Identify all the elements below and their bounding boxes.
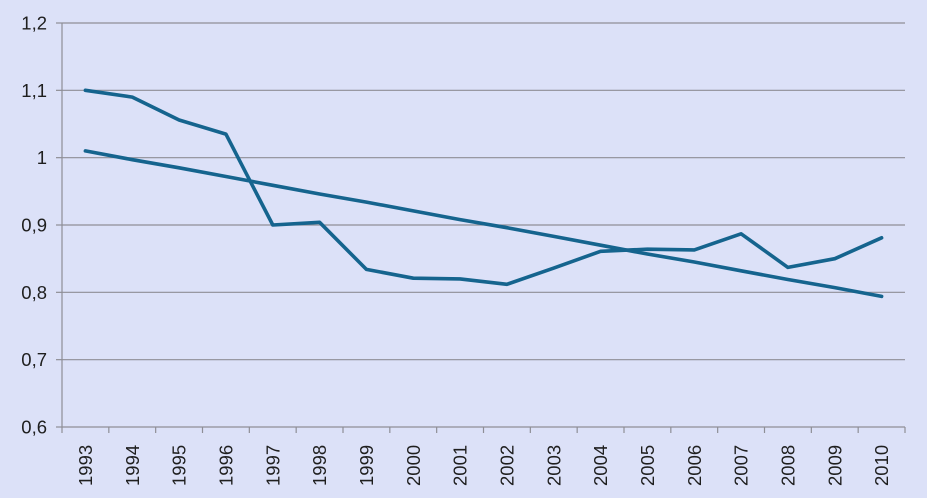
y-tick-label: 0,9 — [21, 215, 47, 236]
series-line-observed-ratio — [83, 88, 884, 287]
gridlines — [62, 22, 905, 361]
y-tick-label: 1,2 — [21, 13, 47, 34]
x-tick-label: 1998 — [309, 445, 330, 486]
x-tick-label: 1999 — [356, 445, 377, 486]
y-tick-label: 0,7 — [21, 349, 47, 370]
tick-marks — [56, 22, 906, 433]
y-axis-labels: 1,2 1,1 1 0,9 0,8 0,7 0,6 — [21, 13, 47, 438]
x-tick-label: 1996 — [215, 445, 236, 486]
y-tick-label: 1 — [37, 147, 47, 168]
x-tick-label: 2002 — [496, 445, 517, 486]
y-tick-label: 1,1 — [21, 80, 47, 101]
x-tick-label: 2009 — [824, 445, 845, 486]
y-tick-label: 0,6 — [21, 417, 47, 438]
x-tick-label: 2010 — [871, 445, 892, 486]
y-tick-label: 0,8 — [21, 282, 47, 303]
series-lines — [83, 88, 884, 299]
x-tick-label: 1994 — [122, 445, 143, 486]
x-tick-label: 2008 — [777, 445, 798, 486]
x-tick-label: 2003 — [543, 445, 564, 486]
x-tick-label: 1995 — [169, 445, 190, 486]
x-tick-label: 2001 — [450, 445, 471, 486]
series-line-linear-trend — [83, 149, 884, 299]
x-tick-label: 1997 — [262, 445, 283, 486]
x-axis-labels: 1993 1994 1995 1996 1997 1998 1999 2000 2001 2002… — [75, 445, 892, 486]
x-tick-label: 2000 — [403, 445, 424, 486]
x-tick-label: 2006 — [684, 445, 705, 486]
x-tick-label: 1993 — [75, 445, 96, 486]
x-tick-label: 2007 — [731, 445, 752, 486]
x-tick-label: 2005 — [637, 445, 658, 486]
x-tick-label: 2004 — [590, 445, 611, 486]
